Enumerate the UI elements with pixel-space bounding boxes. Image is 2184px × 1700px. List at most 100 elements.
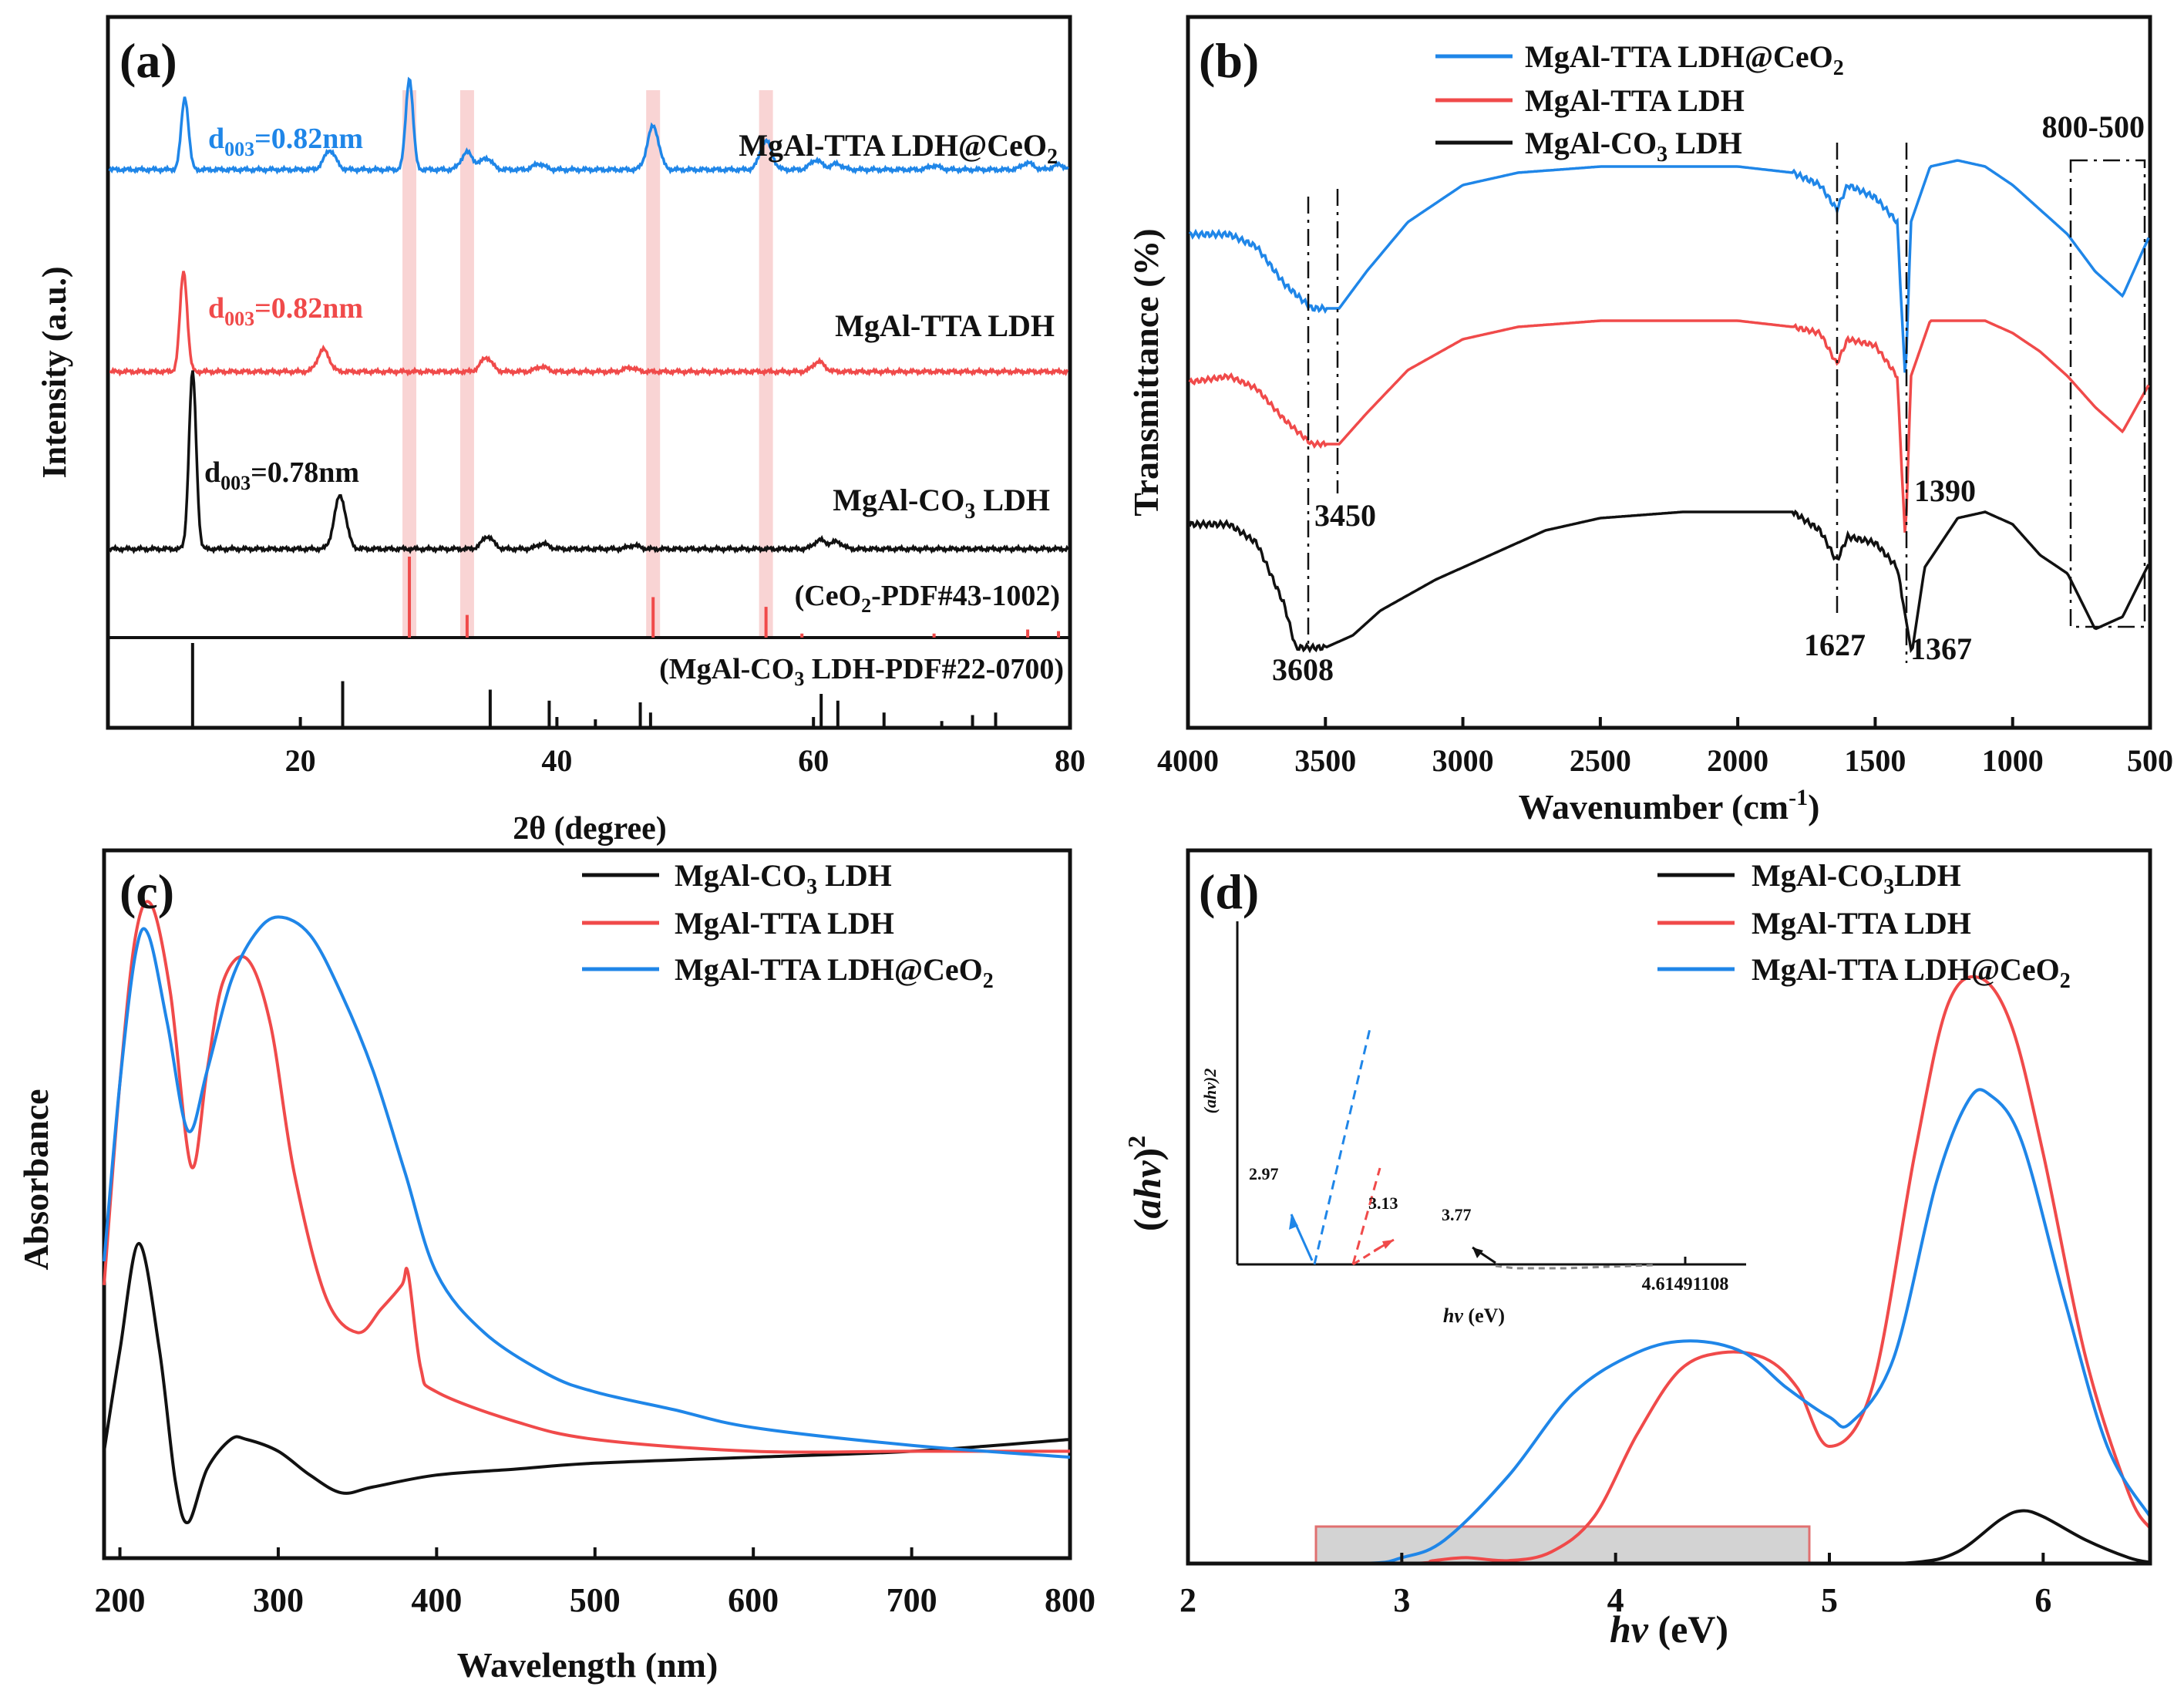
panel-c-legend: MgAl-CO3 LDH MgAl-TTA LDH MgAl-TTA LDH@C… [582, 858, 994, 993]
inset-label-297: 2.97 [1249, 1164, 1279, 1183]
d-spacing-black: d003=0.78nm [204, 456, 359, 494]
tauc-series-2 [1187, 1088, 2152, 1566]
panel-b-legend: MgAl-TTA LDH@CeO2 MgAl-TTA LDH MgAl-CO3 … [1435, 39, 1844, 167]
panel-b-label: (b) [1199, 33, 1259, 88]
label-ref-mgal: (MgAl-CO3 LDH-PDF#22-0700) [659, 653, 1064, 690]
box-label: 800-500 [2042, 109, 2145, 144]
x-axis-ticks: 20 40 60 80 [285, 717, 1085, 778]
panel-d-frame [1186, 848, 2152, 1566]
xaxis-b-tick-label-1000: 1000 [1982, 743, 2044, 778]
legend-item-ceo2: MgAl-TTA LDH@CeO2 [675, 952, 994, 993]
x-axis-ticks: 200 300 400 500 600 700 800 [95, 1547, 1095, 1619]
xaxis-d-tick-label-2: 2 [1179, 1581, 1196, 1619]
legend-item-co3: MgAl-CO3LDH [1752, 858, 1961, 899]
panel-b-ylabel: Transmittance (%) [1126, 228, 1166, 516]
xrd-curves [108, 76, 1069, 554]
panel-b: 4000 3500 3000 2500 2000 1500 1000 500 (b) 800-… [1126, 15, 2173, 826]
uvvis-series-0 [103, 1241, 1071, 1524]
xaxis-c-tick-label-800: 800 [1045, 1581, 1095, 1619]
ftir-series-1 [1188, 319, 2150, 533]
inset-tangent-blue [1313, 1025, 1372, 1265]
d-spacing-blue: d003=0.82nm [208, 123, 363, 160]
label-co3-ldh: MgAl-CO3 LDH [833, 483, 1050, 523]
annotation-3450: 3450 [1314, 498, 1376, 533]
panel-a-frame [106, 15, 1072, 730]
inset-plot: (ahv)2 2.97 3.13 3.77 4.61491108 hv (eV) [1200, 921, 1746, 1327]
xrd-series-0 [108, 76, 1069, 175]
panel-a-xlabel: 2θ (degree) [513, 811, 667, 847]
uvvis-series-2 [103, 915, 1071, 1459]
xaxis-a-tick-label-80: 80 [1055, 743, 1085, 778]
tauc-series-1 [1187, 975, 2152, 1566]
inset-baseline-red [1352, 1241, 1388, 1266]
panel-b-frame [1186, 15, 2152, 730]
panel-b-xlabel: Wavenumber (cm-1) [1519, 785, 1820, 826]
xaxis-b-tick-label-3500: 3500 [1294, 743, 1356, 778]
highlight-band-3 [759, 90, 773, 638]
inset-arrowhead-blue [1289, 1214, 1298, 1230]
xaxis-c-tick-label-200: 200 [95, 1581, 146, 1619]
panel-c-ylabel: Absorbance [16, 1089, 56, 1270]
xaxis-c-tick-label-500: 500 [570, 1581, 621, 1619]
label-ceo2-composite: MgAl-TTA LDH@CeO2 [739, 128, 1058, 169]
xaxis-d-tick-label-6: 6 [2034, 1581, 2051, 1619]
ftir-series-2 [1188, 509, 2150, 654]
panel-d-xlabel: hv (eV) [1610, 1607, 1728, 1651]
panel-c-xlabel: Wavelength (nm) [457, 1645, 718, 1685]
panel-c-frame [102, 848, 1072, 1560]
tauc-curves [1187, 975, 2152, 1566]
annotation-1390: 1390 [1914, 473, 1976, 508]
ftir-series-0 [1188, 159, 2150, 373]
xrd-series-1 [109, 271, 1069, 377]
inset-black-trace [1495, 1264, 1654, 1270]
panel-d: 2 3 4 5 6 (d) (ahv)2 2.97 3.13 3.77 4.614911… [1122, 848, 2152, 1651]
annotation-1367: 1367 [1910, 631, 1972, 666]
highlight-band-2 [646, 90, 661, 638]
xaxis-d-tick-label-4: 4 [1607, 1581, 1624, 1619]
xaxis-c-tick-label-300: 300 [253, 1581, 304, 1619]
panel-d-label: (d) [1199, 864, 1259, 919]
xrd-series-2 [108, 370, 1069, 554]
xaxis-b-tick-label-500: 500 [2127, 743, 2173, 778]
inset-tick-label: 4.61491108 [1642, 1274, 1729, 1294]
annotation-1627: 1627 [1804, 628, 1866, 662]
annotation-3608: 3608 [1272, 652, 1334, 687]
panel-a-label: (a) [119, 33, 177, 88]
xaxis-d-tick-label-5: 5 [1821, 1581, 1838, 1619]
highlight-band-0 [402, 90, 417, 638]
legend-item-tta: MgAl-TTA LDH [675, 906, 894, 941]
x-axis-ticks: 2 3 4 5 6 [1179, 1553, 2051, 1619]
xaxis-d-tick-label-3: 3 [1393, 1581, 1410, 1619]
legend-item-ceo2: MgAl-TTA LDH@CeO2 [1525, 39, 1844, 80]
xaxis-b-tick-label-2500: 2500 [1570, 743, 1631, 778]
panel-a-ylabel: Intensity (a.u.) [35, 266, 73, 478]
xaxis-a-tick-label-20: 20 [285, 743, 316, 778]
label-ref-ceo2: (CeO2-PDF#43-1002) [795, 580, 1060, 617]
region-box-800-500 [2069, 159, 2146, 628]
inset-arrowhead-red [1382, 1240, 1394, 1249]
inset-xlabel: hv (eV) [1443, 1304, 1505, 1327]
legend-item-tta: MgAl-TTA LDH [1752, 906, 1971, 941]
inset-ylabel: (ahv)2 [1200, 1069, 1220, 1114]
highlight-bands [402, 90, 773, 638]
xaxis-c-tick-label-700: 700 [887, 1581, 937, 1619]
label-tta-ldh: MgAl-TTA LDH [835, 308, 1055, 343]
xaxis-a-tick-label-60: 60 [798, 743, 829, 778]
uvvis-series-1 [103, 900, 1070, 1454]
xaxis-b-tick-label-3000: 3000 [1432, 743, 1494, 778]
inset-arrowhead-black [1472, 1247, 1483, 1258]
panel-c-label: (c) [119, 864, 174, 919]
xaxis-b-tick-label-4000: 4000 [1157, 743, 1219, 778]
inset-tangent-red [1351, 1167, 1381, 1265]
ftir-curves [1188, 159, 2150, 654]
xaxis-c-tick-label-400: 400 [411, 1581, 462, 1619]
uv-vis-curves [103, 900, 1071, 1524]
xaxis-a-tick-label-40: 40 [541, 743, 572, 778]
xaxis-b-tick-label-1500: 1500 [1844, 743, 1906, 778]
panel-d-legend: MgAl-CO3LDH MgAl-TTA LDH MgAl-TTA LDH@Ce… [1657, 858, 2071, 993]
legend-item-tta: MgAl-TTA LDH [1525, 83, 1745, 118]
d-spacing-red: d003=0.82nm [208, 292, 363, 330]
panel-d-ylabel: (ahv)2 [1122, 1136, 1169, 1231]
legend-item-co3: MgAl-CO3 LDH [675, 858, 892, 899]
